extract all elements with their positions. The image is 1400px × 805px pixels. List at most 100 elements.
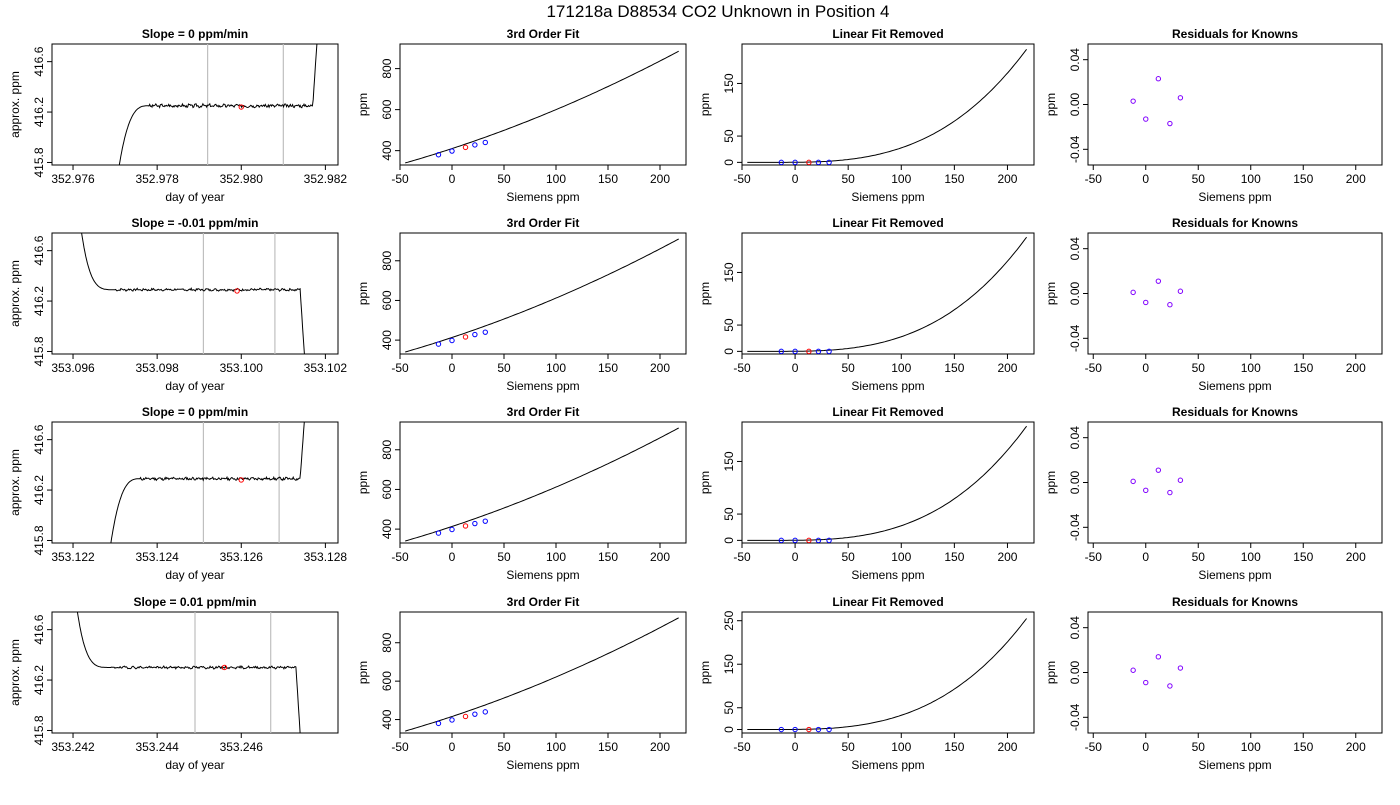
y-axis-label: ppm [356,471,370,494]
panel-title: Slope = -0.01 ppm/min [131,216,258,230]
x-tick-label: -50 [1085,361,1103,375]
y-tick-label: 416.6 [32,235,46,265]
x-tick-label: 200 [1346,740,1366,754]
y-axis-label: ppm [1044,661,1058,684]
known-standard-point [435,341,442,347]
x-tick-label: 200 [650,740,670,754]
y-axis-label: ppm [698,471,712,494]
fit-curve [405,238,679,353]
y-tick-label: 0 [722,726,736,733]
plot-frame [51,43,339,166]
y-tick-label: 800 [380,250,394,270]
known-standard-point [778,348,784,354]
x-tick-label: 0 [792,361,799,375]
x-tick-label: 0 [1142,550,1149,564]
plot-frame [1087,43,1383,166]
panel-r2-c4: Residuals for Knowns -50 0 50 100 150 200 -0.04… [1044,216,1383,393]
y-tick-label: 0.04 [1068,237,1082,261]
x-tick-label: 50 [1192,550,1206,564]
x-tick-label: 50 [1192,361,1206,375]
panel-title: 3rd Order Fit [507,27,580,41]
unknown-mean-point [221,664,228,671]
y-tick-label: 150 [722,451,736,471]
x-tick-label: 200 [1346,172,1366,186]
unknown-sample-point [806,348,812,354]
x-tick-label: 150 [944,172,964,186]
x-tick-label: 50 [497,172,511,186]
x-tick-label: 150 [1293,740,1313,754]
x-tick-label: 353.246 [220,740,264,754]
x-tick-label: 0 [449,361,456,375]
x-tick-label: 50 [1192,172,1206,186]
y-axis-label: ppm [698,282,712,305]
known-standard-point [792,348,798,354]
plot-frame [1087,421,1383,544]
fit-curve [747,618,1027,730]
x-tick-label: 200 [650,172,670,186]
y-tick-label: 416.2 [32,97,46,127]
x-tick-label: 100 [1241,361,1261,375]
panel-r3-c3: Linear Fit Removed -50 0 50 100 150 200 0 50 150 S… [698,405,1035,582]
panel-r3-c1: Slope = 0 ppm/min 353.122 353.124 353.126 35… [8,405,347,582]
fit-curve [405,617,679,732]
x-tick-label: 353.102 [304,361,348,375]
x-tick-label: 352.978 [135,172,179,186]
panel-r4-c1: Slope = 0.01 ppm/min 353.242 353.244 353.24… [8,595,339,772]
x-tick-label: 0 [449,550,456,564]
y-tick-label: -0.04 [1068,703,1082,731]
y-axis-label: approx. ppm [8,449,22,516]
x-tick-label: 352.980 [220,172,264,186]
y-tick-label: -0.04 [1068,513,1082,541]
concentration-trace [81,233,305,354]
x-axis-label: Siemens ppm [851,758,924,772]
x-tick-label: 50 [842,172,856,186]
y-tick-label: 150 [722,73,736,93]
unknown-sample-point [806,159,812,165]
x-axis-label: Siemens ppm [851,379,924,393]
known-standard-point [472,142,478,148]
plot-frame [399,611,687,734]
x-axis-label: Siemens ppm [506,568,579,582]
x-tick-label: 100 [546,740,566,754]
y-axis-label: approx. ppm [8,260,22,327]
y-tick-label: 400 [380,519,394,539]
plot-area [747,48,1027,165]
fit-curve [405,427,679,542]
known-standard-point [435,152,442,158]
known-standard-point [449,337,455,344]
plot-area [747,425,1027,543]
x-tick-label: 150 [944,361,964,375]
x-tick-label: 100 [891,740,911,754]
x-tick-label: 100 [546,550,566,564]
plot-frame [741,232,1035,355]
panel-title: 3rd Order Fit [507,405,580,419]
y-axis-label: ppm [1044,282,1058,305]
residual-point [1155,76,1162,82]
unknown-sample-point [462,523,469,529]
x-tick-label: 0 [449,740,456,754]
x-axis-label: Siemens ppm [851,568,924,582]
x-tick-label: 100 [1241,172,1261,186]
plot-area [118,44,318,165]
known-standard-point [815,726,822,733]
plot-frame [51,232,339,355]
plot-area [405,427,679,542]
residual-point [1143,116,1149,122]
plot-frame [741,611,1035,734]
y-tick-label: 0.04 [1068,48,1082,72]
plot-frame [1087,232,1383,355]
x-tick-label: 353.128 [304,550,348,564]
x-tick-label: 353.122 [51,550,95,564]
plot-frame [741,43,1035,166]
x-axis-label: Siemens ppm [1198,758,1271,772]
plot-area [76,612,301,733]
panel-title: Linear Fit Removed [832,27,943,41]
known-standard-point [449,717,455,723]
residual-point [1167,302,1173,308]
y-tick-label: 150 [722,654,736,674]
x-tick-label: 0 [449,172,456,186]
x-tick-label: 100 [891,172,911,186]
panel-title: Slope = 0 ppm/min [142,405,248,419]
y-axis-label: ppm [698,661,712,684]
y-tick-label: 800 [380,439,394,459]
